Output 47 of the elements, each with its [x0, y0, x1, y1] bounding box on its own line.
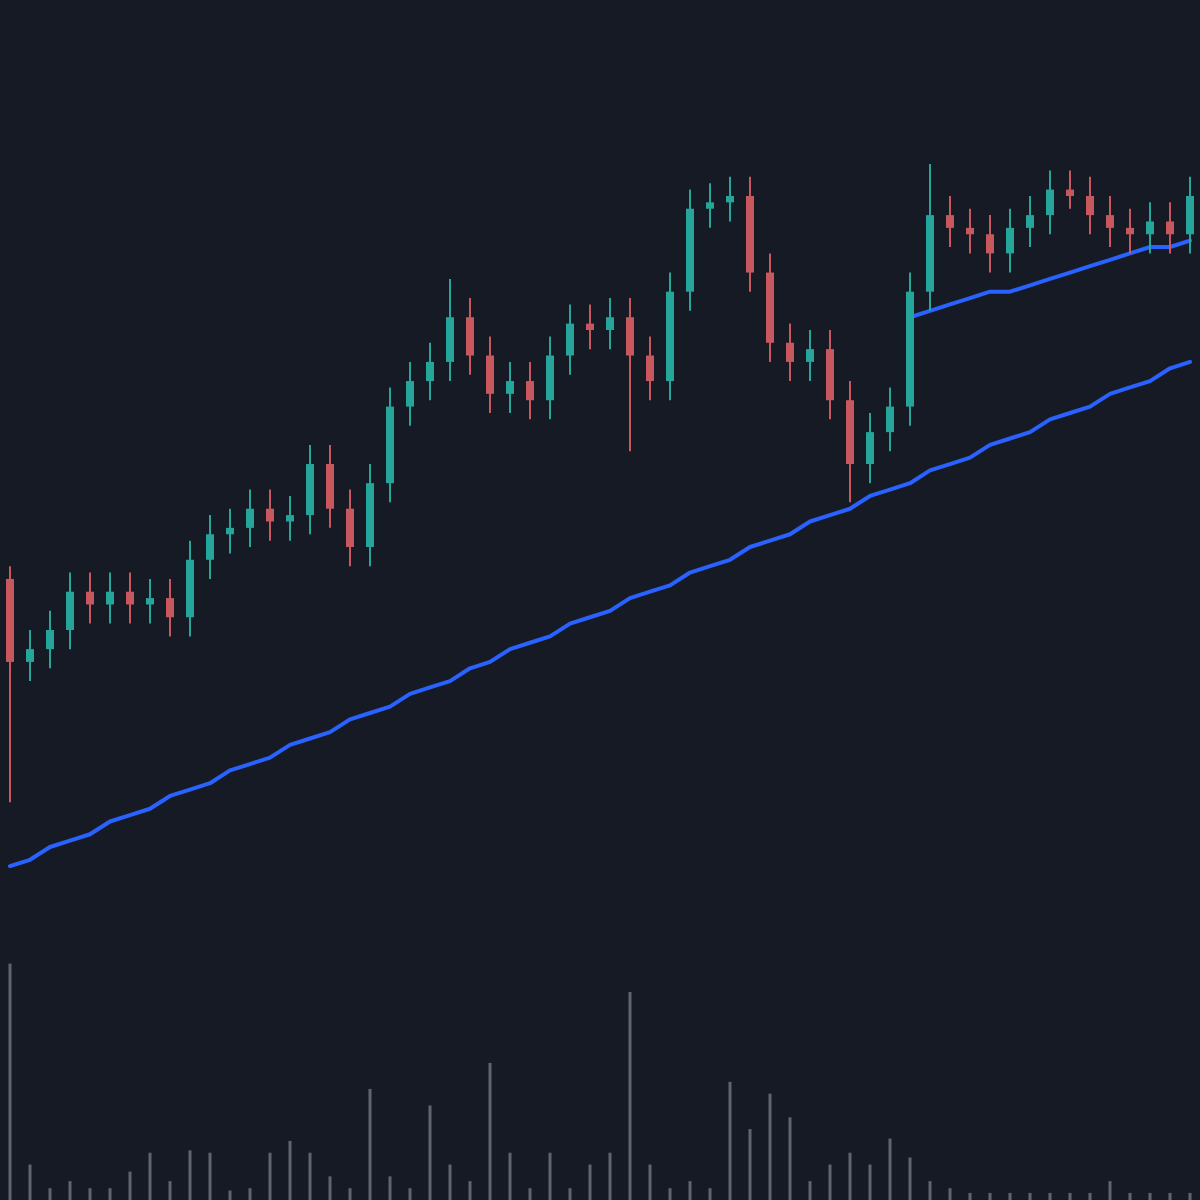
candlestick [786, 322, 794, 383]
candlestick [1066, 169, 1074, 210]
candlestick [1086, 175, 1094, 236]
candlestick [546, 335, 554, 421]
candlestick [466, 297, 474, 376]
candlestick [586, 303, 594, 351]
candlestick [986, 214, 994, 274]
candlestick [726, 175, 734, 223]
candlestick [406, 360, 414, 427]
candlestick [606, 297, 614, 351]
candlestick [526, 360, 534, 421]
candlestick [226, 507, 234, 555]
candlestick [946, 194, 954, 249]
candlestick [26, 629, 34, 683]
candlestick [886, 386, 894, 453]
candlestick [46, 609, 54, 670]
candlestick [266, 488, 274, 542]
candlestick [806, 329, 814, 383]
candlestick [126, 571, 134, 625]
candlestick [1026, 194, 1034, 249]
candlestick [1186, 175, 1194, 255]
candlestick [346, 488, 354, 568]
candlestick [446, 277, 454, 383]
candlestick [146, 577, 154, 625]
candlestick [286, 494, 294, 542]
candlestick [646, 335, 654, 402]
candlestick [426, 341, 434, 402]
candlestick [706, 182, 714, 229]
candlestick [566, 303, 574, 376]
candlestick [506, 360, 514, 414]
candlestick [206, 514, 214, 580]
candlestick [326, 443, 334, 529]
candlestick [166, 577, 174, 638]
candlestick [1046, 169, 1054, 236]
candlestick [1106, 194, 1114, 249]
candlestick [1166, 201, 1174, 255]
candlestick [246, 488, 254, 549]
candlestick [1146, 201, 1154, 255]
candlestick [486, 335, 494, 414]
candlestick [966, 207, 974, 255]
candlestick [866, 411, 874, 485]
candlestick [86, 571, 94, 625]
candlestick [1006, 207, 1014, 274]
candlestick [66, 571, 74, 651]
candlestick [106, 571, 114, 625]
candlestick [626, 297, 634, 453]
candlestick [1126, 207, 1134, 255]
